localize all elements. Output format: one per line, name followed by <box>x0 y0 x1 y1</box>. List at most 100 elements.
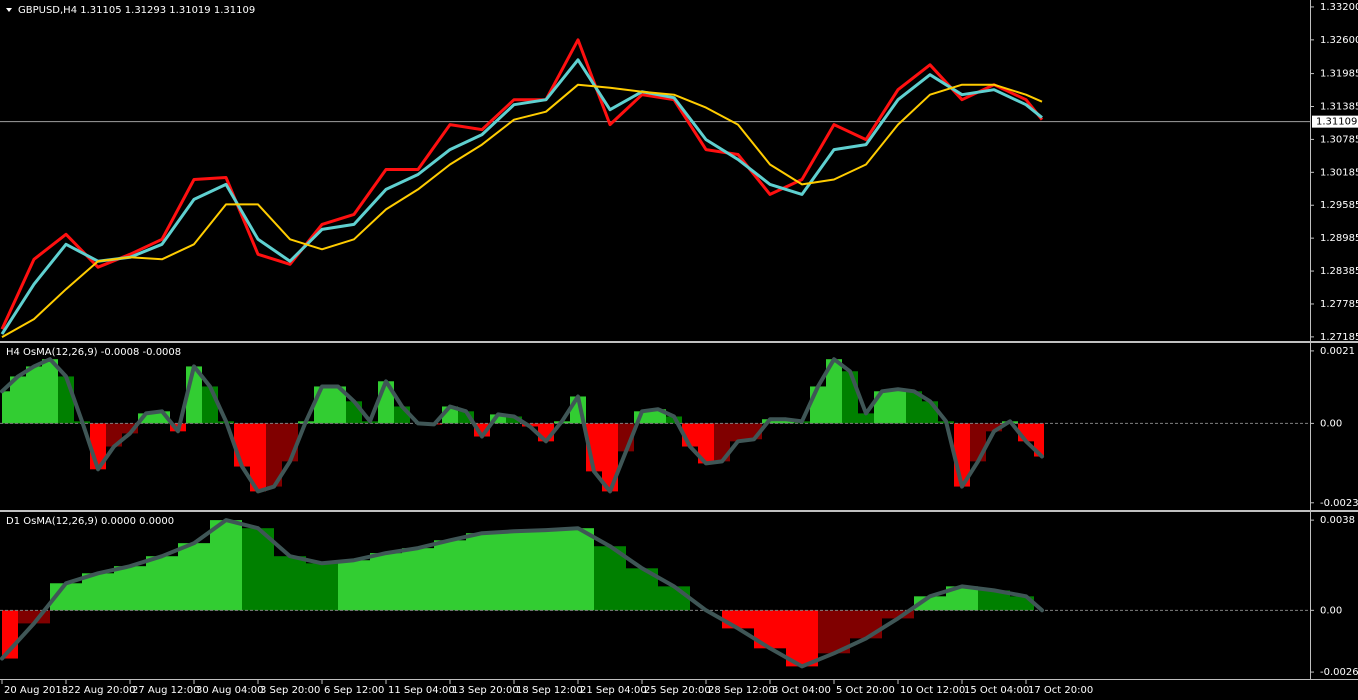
histogram-bar <box>922 401 938 424</box>
y-tick-label: 0.00 <box>1320 418 1342 429</box>
histogram-bar <box>138 413 154 424</box>
histogram-bar <box>906 391 922 424</box>
x-tick-label: 3 Oct 04:00 <box>772 685 831 696</box>
y-tick-label: 1.32600 <box>1320 35 1358 46</box>
histogram-bar <box>786 610 818 667</box>
histogram-bar <box>434 540 466 611</box>
histogram-bar <box>778 419 794 424</box>
y-tick-label: -0.0026 <box>1320 667 1358 678</box>
y-tick-label: 1.30185 <box>1320 167 1358 178</box>
x-tick-label: 11 Sep 04:00 <box>388 685 455 696</box>
ma-line <box>1 83 1043 338</box>
histogram-bar <box>2 391 10 424</box>
histogram-bar <box>826 359 842 424</box>
histogram-bar <box>842 371 858 424</box>
ma-line <box>0 58 1043 335</box>
y-tick-label: 1.28985 <box>1320 233 1358 244</box>
x-tick-label: 13 Sep 20:00 <box>452 685 519 696</box>
histogram-bar <box>594 546 626 611</box>
x-tick-label: 18 Sep 12:00 <box>516 685 583 696</box>
histogram-bar <box>986 423 1002 432</box>
histogram-bar <box>490 414 506 424</box>
histogram-bar <box>858 413 874 424</box>
y-tick-label: 1.27785 <box>1320 299 1358 310</box>
histogram-bar <box>970 423 986 462</box>
y-tick-label: 1.33200 <box>1320 2 1358 13</box>
y-tick-label: 0.0038 <box>1320 515 1355 526</box>
x-tick-label: 3 Sep 20:00 <box>260 685 320 696</box>
histogram-bar <box>810 386 826 424</box>
y-tick-label: 0.00 <box>1320 605 1342 616</box>
histogram-bar <box>242 528 274 611</box>
current-price-box <box>1312 115 1358 128</box>
histogram-bar <box>178 543 210 611</box>
y-tick-label: -0.0023 <box>1320 498 1358 509</box>
histogram-bar <box>250 423 266 492</box>
histogram-bar <box>370 553 402 611</box>
histogram-bar <box>266 423 282 487</box>
x-tick-label: 30 Aug 04:00 <box>196 685 263 696</box>
histogram-bar <box>978 590 1010 611</box>
histogram-bar <box>466 533 498 611</box>
histogram-bar <box>698 423 714 464</box>
histogram-bar <box>274 556 306 611</box>
ma-line <box>0 38 1044 330</box>
histogram-bar <box>26 366 42 424</box>
histogram-bar <box>58 376 74 424</box>
histogram-bar <box>306 563 338 611</box>
x-tick-label: 27 Aug 12:00 <box>132 685 199 696</box>
histogram-bar <box>330 386 346 424</box>
histogram-bar <box>1034 423 1044 457</box>
histogram-bar <box>210 520 242 611</box>
histogram-bar <box>730 423 746 442</box>
histogram-bar <box>722 610 754 629</box>
x-tick-label: 17 Oct 20:00 <box>1028 685 1093 696</box>
histogram-bar <box>314 386 330 424</box>
histogram-outline <box>0 357 1044 494</box>
menu-icon[interactable] <box>6 8 12 12</box>
y-tick-label: 1.31385 <box>1320 101 1358 112</box>
histogram-bar <box>658 586 690 611</box>
histogram-bar <box>882 610 914 619</box>
histogram-bar <box>506 416 522 424</box>
y-tick-label: 1.27185 <box>1320 332 1358 343</box>
x-tick-label: 6 Sep 12:00 <box>324 685 384 696</box>
x-tick-label: 25 Sep 20:00 <box>644 685 711 696</box>
histogram-bar <box>114 566 146 611</box>
histogram-bar <box>402 548 434 611</box>
histogram-bar <box>146 556 178 611</box>
histogram-bar <box>122 423 138 434</box>
y-tick-label: 0.0021 <box>1320 346 1355 357</box>
histogram-bar <box>946 586 978 611</box>
panel-title: GBPUSD,H4 1.31105 1.31293 1.31019 1.3110… <box>18 5 255 16</box>
x-tick-label: 20 Aug 2018 <box>4 685 68 696</box>
histogram-bar <box>82 573 114 611</box>
current-price-label: 1.31109 <box>1316 117 1357 128</box>
histogram-bar <box>530 530 562 611</box>
x-tick-label: 28 Sep 12:00 <box>708 685 775 696</box>
y-tick-label: 1.30785 <box>1320 134 1358 145</box>
panel-title: H4 OsMA(12,26,9) -0.0008 -0.0008 <box>6 347 181 358</box>
histogram-bar <box>10 376 26 424</box>
histogram-bar <box>562 528 594 611</box>
histogram-bar <box>338 560 370 611</box>
panel-title: D1 OsMA(12,26,9) 0.0000 0.0000 <box>6 516 174 527</box>
histogram-outline <box>0 518 1044 669</box>
histogram-bar <box>202 386 218 424</box>
x-tick-label: 15 Oct 04:00 <box>964 685 1029 696</box>
histogram-bar <box>498 531 530 611</box>
y-tick-label: 1.31985 <box>1320 69 1358 80</box>
y-tick-label: 1.29585 <box>1320 200 1358 211</box>
histogram-bar <box>602 423 618 492</box>
histogram-bar <box>42 359 58 424</box>
histogram-bar <box>714 423 730 462</box>
x-tick-label: 5 Oct 20:00 <box>836 685 895 696</box>
histogram-bar <box>890 389 906 424</box>
y-tick-label: 1.28385 <box>1320 266 1358 277</box>
histogram-bar <box>850 610 882 639</box>
histogram-bar <box>346 401 362 424</box>
x-tick-label: 10 Oct 12:00 <box>900 685 965 696</box>
x-tick-label: 22 Aug 20:00 <box>68 685 135 696</box>
x-tick-label: 21 Sep 04:00 <box>580 685 647 696</box>
